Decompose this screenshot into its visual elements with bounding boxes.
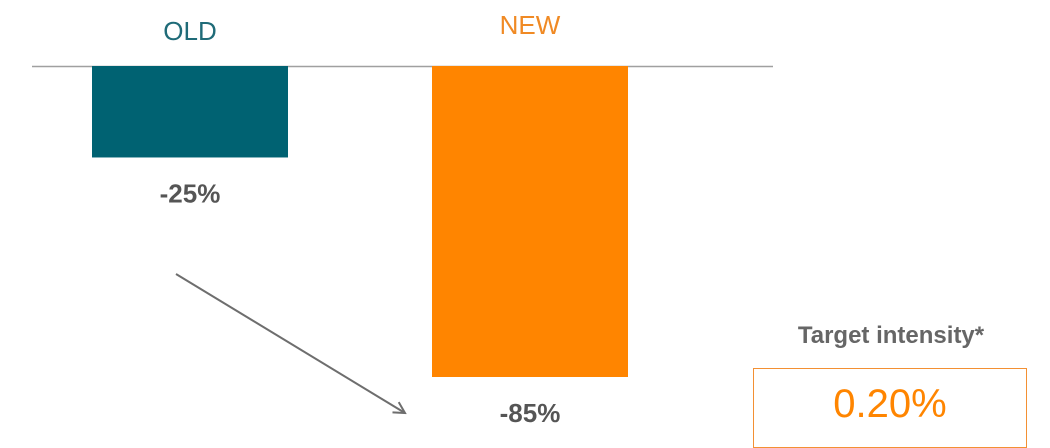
target-intensity-value: 0.20%: [833, 382, 947, 426]
bar-new: [432, 66, 628, 377]
target-intensity-title: Target intensity*: [797, 322, 985, 349]
target-intensity-box: 0.20%: [753, 368, 1027, 448]
data-label-old: -25%: [160, 178, 221, 208]
bar-old: [92, 66, 288, 158]
category-label-new: NEW: [500, 10, 561, 40]
data-label-new: -85%: [500, 398, 561, 428]
category-label-old: OLD: [163, 16, 216, 46]
trend-arrow: [175, 273, 405, 413]
bar-chart: OLD -25% NEW -85%: [32, 10, 773, 428]
